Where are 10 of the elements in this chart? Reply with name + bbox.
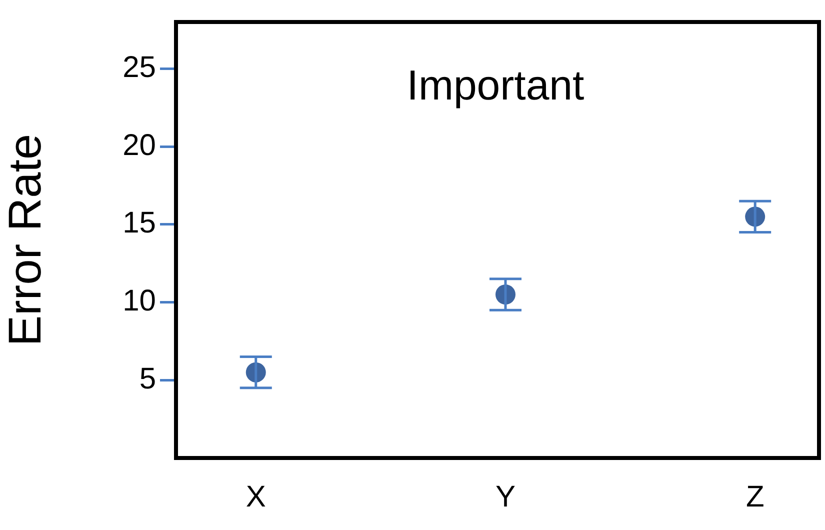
x-tick-label: Z: [746, 480, 764, 514]
y-tick-label: 5: [139, 362, 156, 396]
y-tick-label: 25: [122, 50, 156, 84]
y-axis-title: Error Rate: [0, 134, 50, 346]
text: Important: [406, 62, 585, 109]
y-tick-label: 20: [122, 128, 156, 162]
y-tick-label: 15: [122, 206, 156, 240]
y-tick-label: 10: [122, 284, 156, 318]
x-tick-label: X: [246, 480, 266, 514]
x-tick-label: Y: [495, 480, 516, 514]
